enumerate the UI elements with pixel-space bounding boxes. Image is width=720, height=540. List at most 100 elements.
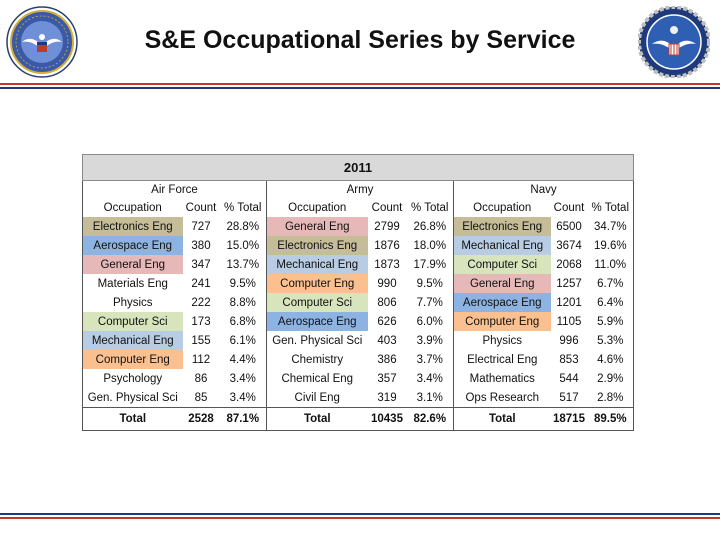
occupation-cell: General Eng [82, 255, 183, 274]
footer-divider-blue [0, 513, 720, 515]
count-cell: 853 [559, 353, 579, 366]
table-row: General Eng 347 13.7% Mechanical Eng 1873 17.… [82, 255, 635, 274]
total-count: 2528 [182, 407, 220, 431]
occupation-cell: Mathematics [453, 369, 551, 388]
percent-cell: 2.9% [587, 369, 635, 388]
percent-cell: 7.7% [416, 296, 443, 309]
occupation-cell: Materials Eng [82, 274, 183, 293]
percent-cell: 15.0% [226, 239, 260, 252]
occupation-cell: Computer Sci [453, 255, 551, 274]
percent-cell: 6.4% [587, 293, 635, 312]
count-cell: 403 [377, 334, 397, 347]
table-row: Electronics Eng 727 28.8% General Eng 2799 26… [82, 217, 635, 236]
count-cell: 1105 [556, 315, 582, 328]
count-cell: 3674 [556, 239, 582, 252]
percent-cell: 19.6% [587, 236, 635, 255]
percent-cell: 3.7% [416, 353, 443, 366]
column-header: % Total [410, 201, 449, 214]
column-header-row: Occupation Count% Total Occupation Count% T… [82, 198, 635, 217]
total-count: 10435 [367, 407, 407, 431]
occupation-cell: General Eng [266, 217, 368, 236]
total-count: 18715 [550, 407, 588, 431]
total-percent: 87.1% [219, 407, 267, 431]
column-header: Count [185, 201, 217, 214]
occupation-cell: Computer Eng [82, 350, 183, 369]
percent-cell: 17.9% [413, 258, 447, 271]
percent-cell: 6.8% [229, 315, 256, 328]
occupation-cell: Computer Eng [453, 312, 551, 331]
count-cell: 544 [559, 372, 579, 385]
table-row: Psychology 86 3.4% Chemical Eng 357 3.4% Mathe… [82, 369, 635, 388]
occupation-cell: Gen. Physical Sci [82, 388, 183, 408]
service-row: Air Force Army Navy [82, 180, 635, 198]
count-cell: 1876 [374, 239, 400, 252]
count-cell: 2068 [556, 258, 582, 271]
count-cell: 990 [377, 277, 397, 290]
count-cell: 357 [377, 372, 397, 385]
count-cell: 319 [377, 391, 397, 404]
count-cell: 2799 [374, 220, 400, 233]
percent-cell: 26.8% [413, 220, 447, 233]
percent-cell: 8.8% [229, 296, 256, 309]
count-cell: 996 [559, 334, 579, 347]
service-name: Navy [452, 180, 635, 198]
percent-cell: 6.1% [229, 334, 256, 347]
table-row: Mechanical Eng 155 6.1% Gen. Physical Sci 40… [82, 331, 635, 350]
percent-cell: 4.4% [229, 353, 256, 366]
column-header: Count [553, 201, 585, 214]
count-cell: 155 [191, 334, 211, 347]
percent-cell: 9.5% [229, 277, 256, 290]
occupation-cell: Mechanical Eng [266, 255, 368, 274]
column-header: Count [371, 201, 403, 214]
column-header: Occupation [453, 198, 551, 217]
occupation-cell: Mechanical Eng [453, 236, 551, 255]
count-cell: 1873 [374, 258, 400, 271]
count-cell: 241 [191, 277, 211, 290]
table-row: Gen. Physical Sci 85 3.4% Civil Eng 319 3.1% O… [82, 388, 635, 408]
percent-cell: 3.4% [416, 372, 443, 385]
percent-cell: 13.7% [226, 258, 260, 271]
percent-cell: 2.8% [587, 388, 635, 408]
percent-cell: 3.9% [416, 334, 443, 347]
table-row: Aerospace Eng 380 15.0% Electronics Eng 1876… [82, 236, 635, 255]
count-cell: 85 [194, 391, 208, 404]
table-row: Physics 222 8.8% Computer Sci 806 7.7% Aerospa… [82, 293, 635, 312]
count-cell: 1257 [556, 277, 582, 290]
count-cell: 626 [377, 315, 397, 328]
occupation-cell: Psychology [82, 369, 183, 388]
percent-cell: 9.5% [416, 277, 443, 290]
header-divider-red [0, 83, 720, 85]
occupation-cell: Ops Research [453, 388, 551, 408]
year-row: 2011 [81, 154, 635, 181]
total-label: Total [453, 407, 551, 431]
count-cell: 86 [194, 372, 208, 385]
count-cell: 173 [191, 315, 211, 328]
occupation-cell: Electrical Eng [453, 350, 551, 369]
total-row: Total 2528 87.1% Total 10435 82.6% Total 18715 8… [82, 407, 635, 431]
occupation-cell: Electronics Eng [453, 217, 551, 236]
count-cell: 806 [377, 296, 397, 309]
occupation-cell: Aerospace Eng [266, 312, 368, 331]
occupation-cell: Civil Eng [266, 388, 368, 408]
table-row: Computer Eng 112 4.4% Chemistry 386 3.7% Elect… [82, 350, 635, 369]
column-header: % Total [587, 198, 635, 217]
occupation-cell: Physics [82, 293, 183, 312]
percent-cell: 28.8% [226, 220, 260, 233]
percent-cell: 34.7% [587, 217, 635, 236]
table-row: Computer Sci 173 6.8% Aerospace Eng 626 6.0% C… [82, 312, 635, 331]
service-name: Army [266, 180, 454, 198]
service-seal-icon [638, 6, 710, 78]
percent-cell: 18.0% [413, 239, 447, 252]
total-label: Total [82, 407, 183, 431]
count-cell: 112 [191, 353, 211, 366]
percent-cell: 5.9% [587, 312, 635, 331]
year-label: 2011 [81, 154, 635, 181]
count-cell: 222 [191, 296, 211, 309]
header-divider-blue [0, 87, 720, 89]
percent-cell: 6.7% [587, 274, 635, 293]
occupation-cell: Physics [453, 331, 551, 350]
percent-cell: 11.0% [587, 255, 635, 274]
occupation-cell: Computer Sci [266, 293, 368, 312]
column-header: Occupation [82, 198, 183, 217]
occupation-cell: Aerospace Eng [82, 236, 183, 255]
